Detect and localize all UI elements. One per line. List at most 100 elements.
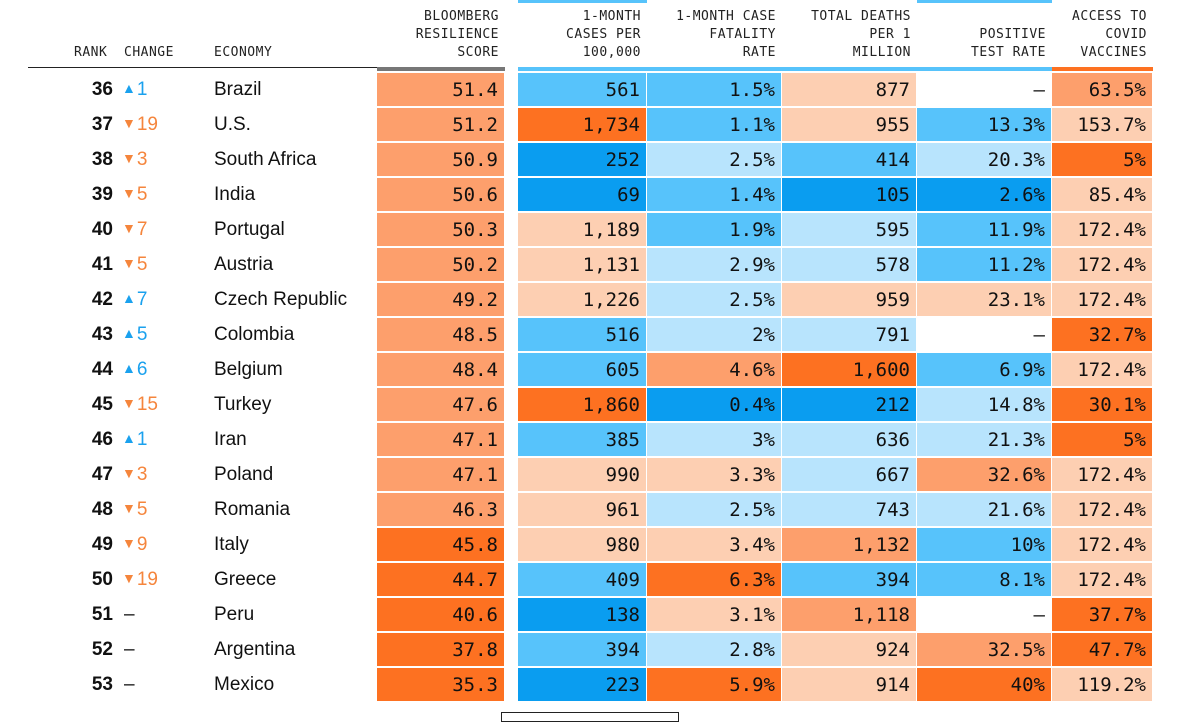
cell-cases: 1,226 [518, 283, 647, 317]
rank-change: ▼5 [122, 248, 147, 282]
rank-change: ▲5 [122, 318, 147, 352]
cell-cases: 1,189 [518, 213, 647, 247]
rank-value: 43 [91, 324, 113, 345]
header-cases: 1-MONTH CASES PER 100,000 [566, 9, 641, 60]
cell-deaths: 394 [782, 563, 917, 597]
header-economy: ECONOMY [214, 45, 273, 60]
cell-positive: 14.8% [917, 388, 1052, 422]
triangle-up-icon: ▲ [122, 290, 136, 306]
cell-positive: 13.3% [917, 108, 1052, 142]
triangle-down-icon: ▼ [122, 150, 136, 166]
rank-change: ▼3 [122, 143, 147, 177]
cell-deaths: 105 [782, 178, 917, 212]
cell-score: 51.2 [377, 108, 505, 142]
header-bar-deaths [782, 67, 917, 71]
rank-change-value: 5 [136, 499, 148, 520]
rank-value: 42 [91, 289, 113, 310]
cell-fatality: 3.3% [647, 458, 782, 492]
cell-deaths: 414 [782, 143, 917, 177]
rank-change: ▲1 [122, 73, 147, 107]
cell-cases: 1,860 [518, 388, 647, 422]
cell-fatality: 4.6% [647, 353, 782, 387]
triangle-down-icon: ▼ [122, 220, 136, 236]
economy-name: Turkey [214, 394, 272, 415]
cell-vaccines: 30.1% [1052, 388, 1153, 422]
cell-deaths: 1,600 [782, 353, 917, 387]
cell-score: 37.8 [377, 633, 505, 667]
rank-change-value: 6 [136, 359, 148, 380]
cell-score: 50.3 [377, 213, 505, 247]
rank-value: 40 [91, 219, 113, 240]
rank-change: ▼3 [122, 458, 147, 492]
triangle-down-icon: ▼ [122, 115, 136, 131]
cell-deaths: 743 [782, 493, 917, 527]
economy-name: Romania [214, 499, 291, 520]
cell-fatality: 2.5% [647, 283, 782, 317]
footer-box [501, 712, 679, 722]
rank-value: 41 [91, 254, 113, 275]
cell-positive: – [917, 318, 1052, 352]
rank-change: ▼15 [122, 388, 158, 422]
header-score: BLOOMBERG RESILIENCE SCORE [415, 9, 499, 60]
cell-vaccines: 63.5% [1052, 73, 1153, 107]
cell-fatality: 1.4% [647, 178, 782, 212]
rank-change-value: 9 [136, 534, 148, 555]
cell-vaccines: 172.4% [1052, 528, 1153, 562]
cell-deaths: 212 [782, 388, 917, 422]
triangle-down-icon: ▼ [122, 500, 136, 516]
cell-positive: – [917, 73, 1052, 107]
cell-cases: 516 [518, 318, 647, 352]
header-vaccines: ACCESS TO COVID VACCINES [1072, 9, 1147, 60]
cell-score: 44.7 [377, 563, 505, 597]
cell-fatality: 3.1% [647, 598, 782, 632]
cell-score: 50.9 [377, 143, 505, 177]
cell-deaths: 955 [782, 108, 917, 142]
cell-vaccines: 172.4% [1052, 563, 1153, 597]
cell-fatality: 1.5% [647, 73, 782, 107]
header-rule [28, 67, 377, 68]
cell-deaths: 914 [782, 668, 917, 702]
header-fatality: 1-MONTH CASE FATALITY RATE [676, 9, 776, 60]
cell-score: 48.5 [377, 318, 505, 352]
cell-score: 47.6 [377, 388, 505, 422]
cell-score: 50.6 [377, 178, 505, 212]
cell-deaths: 791 [782, 318, 917, 352]
triangle-down-icon: ▼ [122, 570, 136, 586]
cell-positive: 21.3% [917, 423, 1052, 457]
cell-score: 47.1 [377, 458, 505, 492]
cell-vaccines: 172.4% [1052, 353, 1153, 387]
rank-change: ▼9 [122, 528, 147, 562]
cell-cases: 1,131 [518, 248, 647, 282]
cell-vaccines: 172.4% [1052, 283, 1153, 317]
cell-vaccines: 32.7% [1052, 318, 1153, 352]
economy-name: Portugal [214, 219, 285, 240]
rank-value: 37 [91, 114, 113, 135]
cell-cases: 394 [518, 633, 647, 667]
header-top-accent [917, 0, 1052, 3]
cell-deaths: 1,118 [782, 598, 917, 632]
cell-fatality: 3.4% [647, 528, 782, 562]
cell-cases: 252 [518, 143, 647, 177]
cell-positive: 21.6% [917, 493, 1052, 527]
cell-vaccines: 172.4% [1052, 458, 1153, 492]
rank-value: 45 [91, 394, 113, 415]
rank-change-value: 7 [136, 219, 148, 240]
cell-vaccines: 119.2% [1052, 668, 1153, 702]
rank-change: ▲6 [122, 353, 147, 387]
cell-deaths: 924 [782, 633, 917, 667]
cell-positive: 8.1% [917, 563, 1052, 597]
cell-vaccines: 37.7% [1052, 598, 1153, 632]
cell-score: 48.4 [377, 353, 505, 387]
rank-change: ▼19 [122, 108, 158, 142]
rank-change-value: 1 [136, 429, 148, 450]
cell-positive: 23.1% [917, 283, 1052, 317]
economy-name: Brazil [214, 79, 262, 100]
cell-vaccines: 47.7% [1052, 633, 1153, 667]
rank-value: 39 [91, 184, 113, 205]
cell-fatality: 6.3% [647, 563, 782, 597]
cell-deaths: 667 [782, 458, 917, 492]
cell-score: 49.2 [377, 283, 505, 317]
triangle-down-icon: ▼ [122, 185, 136, 201]
cell-positive: 6.9% [917, 353, 1052, 387]
cell-positive: 2.6% [917, 178, 1052, 212]
